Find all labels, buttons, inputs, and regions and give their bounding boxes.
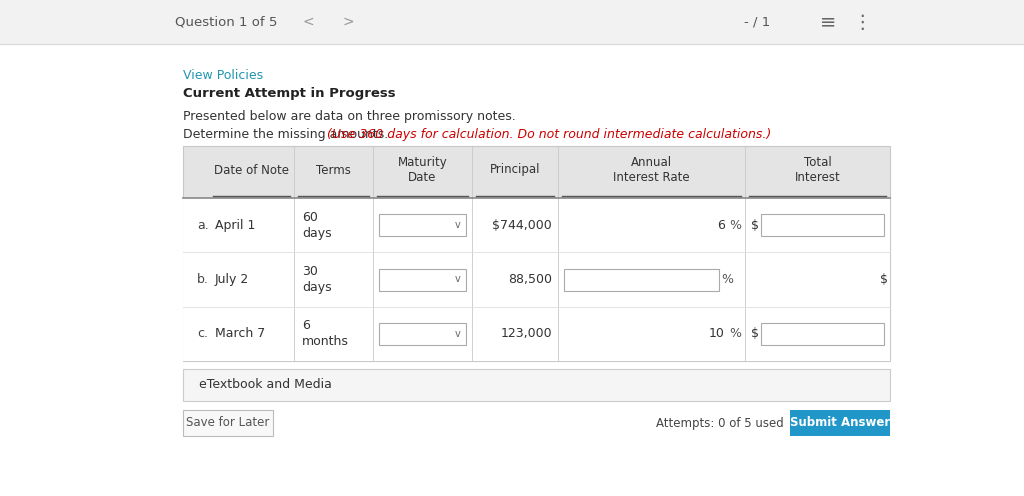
Text: b.: b. [197, 273, 209, 286]
Text: - / 1: - / 1 [743, 15, 770, 28]
Text: March 7: March 7 [215, 327, 265, 340]
Text: $: $ [880, 273, 888, 286]
Text: ≡: ≡ [820, 12, 837, 32]
Bar [183, 410, 273, 436]
Bar [379, 268, 466, 291]
Bar [761, 214, 884, 236]
Text: eTextbook and Media: eTextbook and Media [199, 378, 332, 391]
Text: Determine the missing amounts.: Determine the missing amounts. [183, 128, 388, 141]
Bar [564, 268, 719, 291]
Text: ⋮: ⋮ [852, 12, 871, 32]
Bar [790, 410, 890, 436]
Text: (Use 360 days for calculation. Do not round intermediate calculations.): (Use 360 days for calculation. Do not ro… [323, 128, 771, 141]
Text: Total
Interest: Total Interest [795, 156, 841, 184]
Text: Submit Answer: Submit Answer [790, 417, 890, 430]
Text: $744,000: $744,000 [493, 219, 552, 232]
Text: Annual
Interest Rate: Annual Interest Rate [613, 156, 690, 184]
Text: Attempts: 0 of 5 used: Attempts: 0 of 5 used [656, 417, 783, 430]
Text: 88,500: 88,500 [508, 273, 552, 286]
Text: v: v [455, 274, 461, 285]
Bar [0, 0, 1024, 44]
Text: Terms: Terms [316, 164, 351, 177]
Text: %: % [721, 273, 733, 286]
Text: 60
days: 60 days [302, 211, 332, 240]
Text: Principal: Principal [489, 164, 541, 177]
Text: 30
days: 30 days [302, 265, 332, 294]
Text: 123,000: 123,000 [501, 327, 552, 340]
Text: April 1: April 1 [215, 219, 255, 232]
Text: Presented below are data on three promissory notes.: Presented below are data on three promis… [183, 110, 516, 123]
Text: Maturity
Date: Maturity Date [397, 156, 447, 184]
Text: 6: 6 [717, 219, 725, 232]
Text: v: v [455, 220, 461, 230]
Text: View Policies: View Policies [183, 69, 263, 82]
Text: %: % [729, 327, 741, 340]
Bar [183, 369, 890, 401]
Text: v: v [455, 329, 461, 339]
Text: Date of Note: Date of Note [214, 164, 289, 177]
Text: Current Attempt in Progress: Current Attempt in Progress [183, 87, 395, 100]
Bar [183, 146, 890, 361]
Bar [183, 198, 890, 361]
Bar [379, 323, 466, 345]
Text: $: $ [751, 219, 759, 232]
Text: a.: a. [197, 219, 209, 232]
Bar [761, 323, 884, 345]
Text: 10: 10 [710, 327, 725, 340]
Bar [379, 214, 466, 236]
Text: >: > [342, 15, 354, 29]
Text: c.: c. [197, 327, 208, 340]
Text: 6
months: 6 months [302, 319, 349, 348]
Text: July 2: July 2 [215, 273, 249, 286]
Text: %: % [729, 219, 741, 232]
Text: $: $ [751, 327, 759, 340]
Text: Question 1 of 5: Question 1 of 5 [175, 15, 278, 28]
Text: <: < [302, 15, 313, 29]
Text: Save for Later: Save for Later [186, 417, 269, 430]
